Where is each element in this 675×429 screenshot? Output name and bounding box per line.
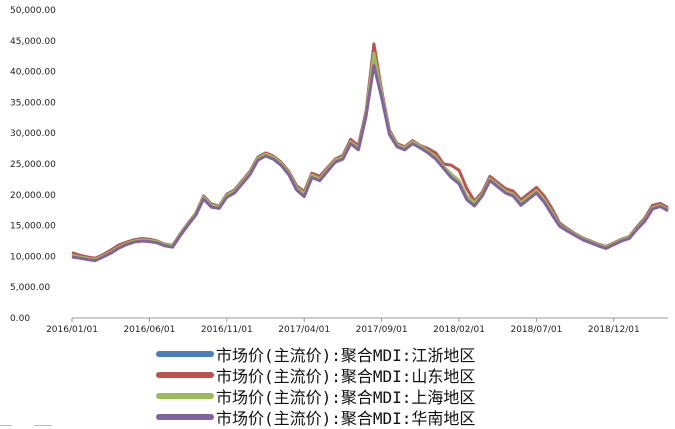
legend-swatch: [156, 413, 214, 420]
line-chart: 0.00 5,000.00 10,000.00 15,000.00 20,000.00 2…: [10, 6, 669, 335]
series-line-3: [71, 63, 669, 263]
legend-item: 市场价(主流价):聚合MDI:上海地区: [156, 385, 476, 407]
legend-label: 市场价(主流价):聚合MDI:山东地区: [216, 366, 476, 386]
legend: 市场价(主流价):聚合MDI:江浙地区 市场价(主流价):聚合MDI:山东地区 市场…: [156, 343, 476, 428]
divider: [0, 425, 12, 426]
x-tick-label: 2017/09/01: [356, 325, 408, 335]
x-tick-label: 2018/07/01: [510, 325, 562, 335]
y-tick-label: 10,000.00: [10, 252, 56, 262]
x-tick-label: 2018/12/01: [588, 325, 640, 335]
y-axis: 0.00 5,000.00 10,000.00 15,000.00 20,000.00 2…: [10, 6, 56, 324]
legend-item: 市场价(主流价):聚合MDI:山东地区: [156, 364, 476, 386]
y-tick-label: 20,000.00: [10, 191, 56, 201]
legend-item: 市场价(主流价):聚合MDI:江浙地区: [156, 343, 476, 365]
y-tick-label: 35,000.00: [10, 98, 56, 108]
legend-swatch: [156, 371, 214, 378]
x-tick-label: 2016/01/01: [46, 325, 98, 335]
x-tick-label: 2017/04/01: [278, 325, 330, 335]
legend-label: 市场价(主流价):聚合MDI:上海地区: [216, 387, 476, 407]
legend-swatch: [156, 350, 214, 357]
x-tick-label: 2016/11/01: [201, 325, 253, 335]
legend-label: 市场价(主流价):聚合MDI:江浙地区: [216, 345, 476, 365]
legend-item: 市场价(主流价):聚合MDI:华南地区: [156, 406, 476, 428]
y-tick-label: 0.00: [10, 314, 30, 324]
x-tick-label: 2018/02/01: [433, 325, 485, 335]
y-tick-label: 50,000.00: [10, 6, 56, 16]
legend-label: 市场价(主流价):聚合MDI:华南地区: [216, 408, 476, 428]
y-tick-label: 15,000.00: [10, 222, 56, 232]
divider: [34, 425, 52, 426]
legend-swatch: [156, 392, 214, 399]
y-tick-label: 25,000.00: [10, 160, 56, 170]
y-tick-label: 30,000.00: [10, 129, 56, 139]
x-tick-label: 2016/06/01: [123, 325, 175, 335]
y-tick-label: 45,000.00: [10, 37, 56, 47]
x-axis: 2016/01/01 2016/06/01 2016/11/01 2017/04/01…: [46, 317, 668, 335]
y-tick-label: 5,000.00: [10, 283, 50, 293]
series-layer: [71, 42, 669, 263]
y-tick-label: 40,000.00: [10, 68, 56, 78]
